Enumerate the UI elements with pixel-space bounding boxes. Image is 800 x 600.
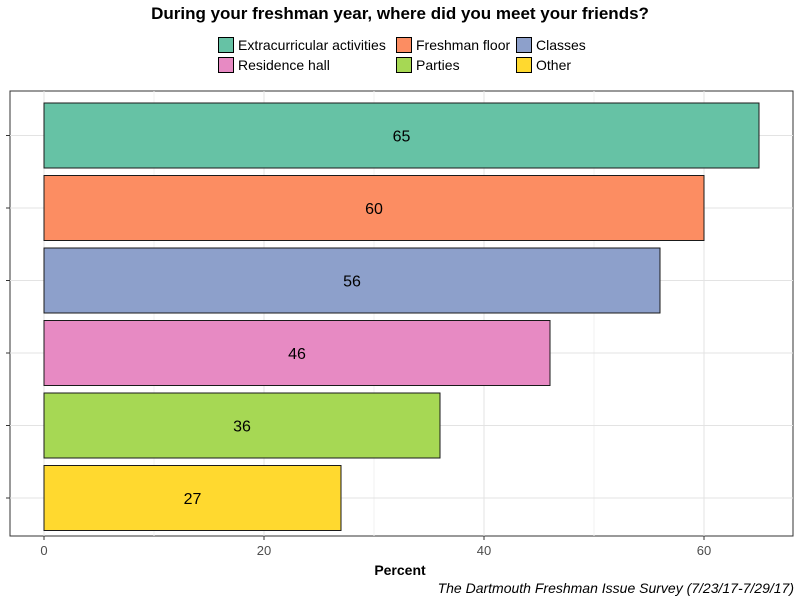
legend-label: Parties — [416, 57, 460, 73]
bar — [43, 320, 551, 386]
legend-item: Extracurricular activities — [218, 36, 386, 54]
legend-item: Classes — [516, 36, 586, 54]
legend-swatch — [396, 37, 412, 53]
legend-label: Residence hall — [238, 57, 330, 73]
legend-swatch — [396, 57, 412, 73]
bar — [43, 392, 441, 459]
x-tick-label: 60 — [697, 543, 711, 558]
x-axis-label: Percent — [374, 562, 426, 578]
x-tick-label: 20 — [257, 543, 271, 558]
legend-item: Freshman floor — [396, 36, 510, 54]
legend-label: Other — [536, 57, 572, 73]
x-tick-label: 40 — [477, 543, 491, 558]
bar — [43, 465, 342, 531]
legend-label: Freshman floor — [416, 37, 511, 53]
chart-title: During your freshman year, where did you… — [151, 4, 649, 23]
bar-value-label: 36 — [233, 419, 251, 436]
bar — [43, 102, 760, 169]
legend-item: Parties — [396, 56, 460, 74]
x-tick-label: 0 — [40, 543, 47, 558]
legend-swatch — [218, 57, 234, 73]
bar — [43, 175, 705, 241]
bar-value-label: 56 — [343, 274, 361, 291]
bar-value-label: 46 — [288, 346, 306, 363]
legend-label: Extracurricular activities — [238, 37, 386, 53]
bar-value-label: 60 — [365, 201, 383, 218]
source-caption: The Dartmouth Freshman Issue Survey (7/2… — [437, 580, 794, 596]
legend-swatch — [516, 37, 532, 53]
legend-label: Classes — [536, 37, 586, 53]
legend-item: Residence hall — [218, 56, 330, 74]
legend-swatch — [218, 37, 234, 53]
bar — [43, 247, 661, 314]
bar-value-label: 27 — [184, 491, 202, 508]
legend-swatch — [516, 57, 532, 73]
legend-item: Other — [516, 56, 571, 74]
bar-value-label: 65 — [393, 129, 411, 146]
legend: Extracurricular activities Freshman floor… — [218, 36, 618, 76]
